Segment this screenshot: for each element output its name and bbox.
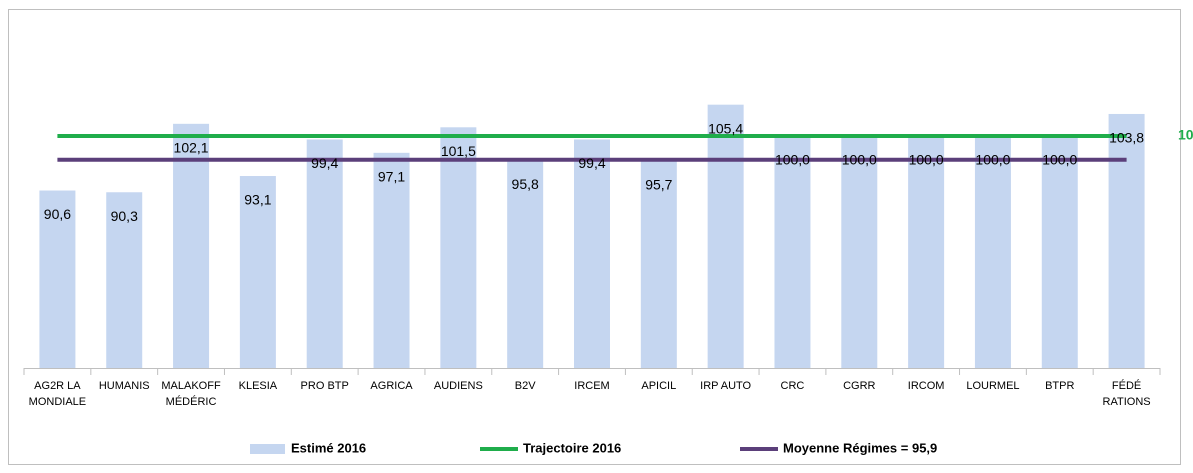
data-label: 100,0 xyxy=(975,152,1010,168)
bar xyxy=(974,136,1011,368)
data-label: 97,1 xyxy=(378,169,405,185)
data-label: 95,7 xyxy=(645,177,672,193)
data-label: 100,0 xyxy=(909,152,944,168)
x-tick-label: BTPR xyxy=(1045,380,1075,392)
bar xyxy=(1041,136,1078,368)
legend-label: Moyenne Régimes = 95,9 xyxy=(783,440,937,455)
bar xyxy=(707,104,744,369)
x-tick-label: CRC xyxy=(780,380,805,392)
x-tick-label: AG2R LA MONDIALE xyxy=(28,380,87,408)
legend-label: Estimé 2016 xyxy=(291,440,366,455)
data-label: 99,4 xyxy=(311,155,338,171)
x-tick-label: CGRR xyxy=(843,380,876,392)
data-label: 102,1 xyxy=(174,140,209,156)
x-tick-label: B2V xyxy=(514,380,536,392)
bar xyxy=(373,152,410,368)
bar xyxy=(507,160,544,368)
bar xyxy=(841,136,878,368)
reference-label: 100 xyxy=(1178,127,1193,143)
bar xyxy=(908,136,945,368)
bar xyxy=(173,123,210,368)
legend-label: Trajectoire 2016 xyxy=(523,440,621,455)
data-label: 103,8 xyxy=(1109,130,1144,146)
bar xyxy=(39,190,76,368)
data-label: 90,6 xyxy=(44,206,71,222)
bar xyxy=(239,176,276,368)
x-tick-label: LOURMEL xyxy=(966,380,1020,392)
bar xyxy=(774,136,811,368)
x-tick-label: IRCOM xyxy=(907,380,945,392)
bar xyxy=(106,192,143,368)
data-label: 101,5 xyxy=(441,143,476,159)
x-tick-label: HUMANIS xyxy=(98,380,150,392)
x-tick-label: AUDIENS xyxy=(433,380,483,392)
x-tick-label: KLESIA xyxy=(238,380,278,392)
bar xyxy=(440,127,477,368)
x-tick-label: AGRICA xyxy=(370,380,413,392)
x-tick-label: MALAKOFF MÉDÉRIC xyxy=(161,380,221,408)
data-label: 99,4 xyxy=(578,155,605,171)
x-tick-label: IRCEM xyxy=(574,380,610,392)
x-tick-label: APICIL xyxy=(641,380,677,392)
legend-swatch xyxy=(250,444,285,454)
bar xyxy=(306,139,343,368)
data-label: 100,0 xyxy=(775,152,810,168)
x-tick-label: PRO BTP xyxy=(300,380,349,392)
x-tick-label: IRP AUTO xyxy=(700,380,752,392)
data-label: 100,0 xyxy=(842,152,877,168)
bar xyxy=(1108,113,1145,369)
x-tick-label: FÉDÉ RATIONS xyxy=(1102,380,1151,408)
data-label: 93,1 xyxy=(244,192,271,208)
data-label: 90,3 xyxy=(111,208,138,224)
data-label: 95,8 xyxy=(512,176,539,192)
chart-frame xyxy=(8,9,1181,465)
data-label: 100,0 xyxy=(1042,152,1077,168)
bar xyxy=(640,160,677,368)
data-label: 105,4 xyxy=(708,120,743,136)
bar xyxy=(574,139,610,368)
